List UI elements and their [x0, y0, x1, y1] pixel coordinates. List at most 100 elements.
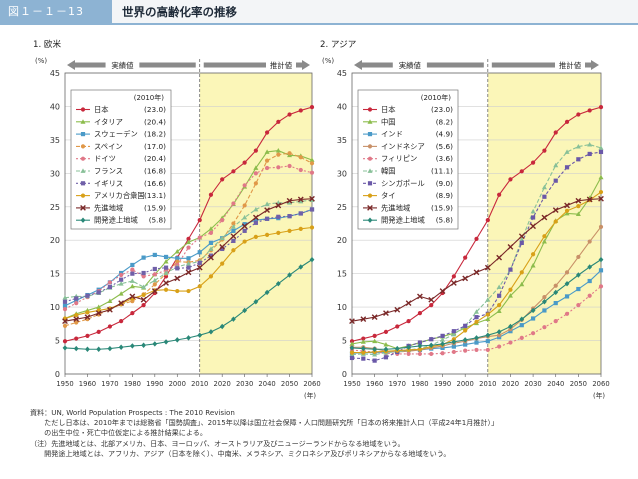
- data-point: [140, 296, 147, 303]
- data-point: [598, 268, 604, 273]
- data-point: [152, 277, 158, 283]
- data-point: [118, 300, 125, 306]
- data-point: [598, 145, 604, 150]
- legend-swatch-marker: [367, 168, 373, 173]
- data-point: [542, 148, 547, 153]
- data-point: [508, 177, 513, 182]
- x-axis-label: (年): [593, 391, 605, 400]
- legend-value: (5.8): [149, 216, 166, 225]
- legend-label: シンガポール: [381, 179, 425, 188]
- data-point: [275, 281, 281, 287]
- data-point: [264, 289, 270, 296]
- data-point: [253, 181, 258, 186]
- legend-value: (3.6): [436, 154, 453, 163]
- legend-label: ドイツ: [94, 154, 116, 163]
- legend-value: (23.0): [144, 105, 166, 114]
- data-point: [185, 269, 192, 276]
- data-point: [497, 192, 502, 197]
- data-point: [62, 339, 68, 344]
- data-point: [564, 208, 570, 213]
- actual-label: 実績値: [111, 61, 134, 70]
- data-point: [564, 311, 570, 316]
- data-point: [298, 264, 304, 270]
- data-point: [361, 356, 366, 361]
- data-point: [530, 208, 536, 214]
- charts-canvas: 0 5 10 15 20 25 30 35 40 45 1950 1960 1970 1980 1990 20…: [33, 38, 610, 400]
- data-point: [530, 316, 536, 321]
- data-point: [276, 165, 281, 170]
- data-point: [440, 337, 446, 342]
- data-point: [163, 254, 169, 260]
- legend-title: (2010年): [134, 93, 165, 102]
- data-point: [553, 283, 558, 288]
- data-point: [253, 148, 258, 153]
- data-point: [130, 311, 135, 316]
- legend-label: インド: [381, 130, 403, 139]
- data-point: [62, 295, 68, 300]
- data-point: [141, 342, 146, 348]
- x-tick-label: 1960: [366, 380, 383, 388]
- data-point: [417, 340, 423, 345]
- data-point: [473, 269, 480, 276]
- data-point: [542, 194, 547, 199]
- data-point: [542, 325, 547, 330]
- data-point: [552, 207, 559, 214]
- data-point: [598, 224, 604, 229]
- data-point: [208, 329, 214, 335]
- data-point: [309, 161, 315, 166]
- data-point: [186, 256, 191, 261]
- data-point: [598, 256, 604, 263]
- x-tick-label: 2010: [191, 380, 208, 388]
- data-point: [519, 335, 524, 340]
- x-tick-label: 2060: [592, 380, 609, 388]
- data-point: [361, 336, 366, 341]
- y-axis-label: (%): [322, 57, 334, 65]
- data-point: [530, 307, 536, 314]
- data-point: [275, 202, 282, 209]
- data-point: [564, 294, 570, 299]
- data-point: [496, 284, 502, 289]
- x-tick-label: 2040: [547, 380, 564, 388]
- data-point: [372, 358, 377, 363]
- x-tick-label: 2030: [236, 380, 253, 388]
- data-point: [141, 292, 146, 298]
- legend-value: (20.4): [144, 154, 166, 163]
- data-point: [276, 214, 281, 219]
- data-point: [208, 230, 214, 235]
- data-point: [417, 343, 423, 349]
- data-point: [564, 281, 570, 287]
- data-point: [219, 235, 225, 241]
- data-point: [349, 339, 355, 344]
- legend-value: (17.0): [144, 142, 166, 151]
- data-point: [429, 351, 434, 357]
- data-point: [519, 316, 525, 322]
- data-point: [598, 284, 604, 289]
- data-point: [429, 303, 434, 308]
- data-point: [208, 274, 214, 279]
- x-axis-label: (年): [304, 391, 316, 400]
- legend-swatch-marker: [367, 217, 373, 223]
- data-point: [587, 108, 592, 113]
- y-tick-label: 10: [337, 303, 347, 312]
- data-point: [474, 340, 479, 345]
- data-point: [175, 266, 180, 271]
- x-tick-label: 1970: [101, 380, 118, 388]
- data-point: [564, 165, 570, 170]
- data-point: [253, 171, 258, 176]
- data-point: [530, 160, 536, 165]
- data-point: [542, 294, 547, 300]
- legend-label: 中国: [381, 117, 396, 126]
- legend-swatch-marker: [80, 119, 86, 124]
- data-point: [129, 278, 135, 283]
- data-point: [163, 339, 169, 345]
- data-point: [485, 312, 490, 317]
- header-divider: [0, 23, 638, 25]
- projection-label: 推計値: [270, 61, 293, 70]
- data-point: [496, 329, 502, 335]
- data-point: [576, 204, 581, 209]
- data-point: [309, 207, 315, 212]
- data-point: [186, 239, 191, 245]
- data-point: [587, 151, 592, 157]
- data-point: [383, 329, 389, 334]
- data-point: [231, 221, 236, 226]
